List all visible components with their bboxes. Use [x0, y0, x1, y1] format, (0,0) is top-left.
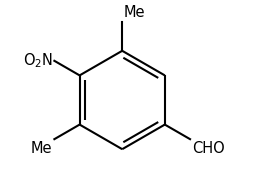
Text: Me: Me: [31, 141, 53, 156]
Text: Me: Me: [124, 5, 146, 20]
Text: CHO: CHO: [192, 141, 225, 156]
Text: $\mathregular{O_2N}$: $\mathregular{O_2N}$: [23, 51, 53, 70]
